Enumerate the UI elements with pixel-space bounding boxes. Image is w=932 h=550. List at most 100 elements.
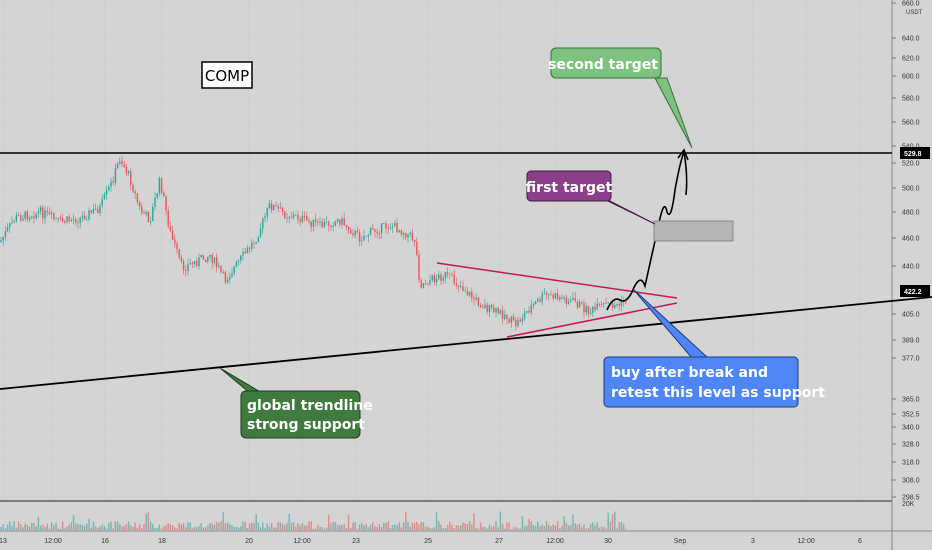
volume-bar	[600, 526, 603, 530]
candle-body	[528, 311, 530, 313]
volume-bar	[246, 528, 249, 530]
arrowhead	[677, 148, 689, 161]
candle-body	[611, 303, 614, 308]
candle-body	[108, 186, 110, 190]
candle-body	[407, 234, 409, 238]
candle-body	[341, 218, 343, 225]
volume-bar	[585, 528, 587, 530]
candle-body	[246, 247, 249, 254]
candle-body	[147, 212, 150, 223]
candle-body	[484, 304, 486, 308]
volume-bar	[332, 521, 334, 530]
volume-bar	[295, 526, 297, 530]
candle-body	[451, 274, 453, 276]
volume-bar	[383, 522, 385, 530]
candle-body	[534, 301, 537, 305]
candle-body	[226, 279, 229, 283]
volume-bar	[510, 528, 513, 530]
volume-bar	[378, 524, 381, 530]
candle-body	[530, 305, 532, 313]
candle-body	[350, 229, 352, 234]
volume-bar	[180, 524, 183, 530]
candle-body	[2, 236, 4, 241]
candle-body	[295, 214, 297, 216]
candle-body	[116, 163, 119, 169]
candle-body	[515, 320, 517, 327]
candle-body	[154, 197, 156, 207]
volume-bar	[376, 526, 378, 530]
candle-body	[572, 297, 574, 300]
volume-bar	[405, 511, 407, 530]
candle-body	[365, 235, 367, 237]
volume-bar	[389, 527, 392, 530]
volume-bar	[15, 527, 18, 530]
candle-body	[583, 303, 585, 313]
volume-bar	[248, 523, 251, 530]
volume-bar	[556, 521, 559, 530]
volume-bar	[438, 521, 440, 530]
volume-bar	[77, 523, 79, 530]
candle-body	[460, 286, 462, 288]
volume-bar	[457, 525, 460, 530]
candle-body	[512, 316, 515, 321]
candle-body	[567, 301, 570, 305]
candle-body	[180, 257, 183, 262]
candle-body	[312, 219, 315, 227]
candle-body	[442, 278, 444, 281]
candle-body	[592, 306, 594, 313]
candle-body	[391, 226, 394, 228]
volume-bar	[479, 522, 482, 530]
volume-bar	[380, 527, 383, 530]
volume-bar	[174, 527, 176, 530]
candle-body	[607, 302, 609, 304]
volume-bar	[53, 525, 55, 530]
candle-body	[251, 242, 253, 249]
volume-bar	[167, 523, 169, 530]
volume-bar	[266, 523, 268, 530]
volume-bar	[552, 524, 554, 530]
candle-body	[176, 243, 178, 250]
volume-bar	[141, 528, 143, 530]
candle-body	[339, 219, 341, 225]
volume-bar	[618, 522, 620, 530]
candle-body	[532, 304, 535, 306]
volume-bar	[532, 524, 535, 530]
candle-body	[9, 223, 11, 228]
volume-bar	[413, 522, 416, 530]
volume-bar	[209, 523, 211, 530]
price-tick-label: 377.0	[902, 356, 920, 363]
volume-bar	[229, 524, 231, 530]
volume-bar	[508, 522, 510, 530]
candle-body	[4, 231, 7, 237]
candle-body	[506, 314, 508, 319]
volume-bar	[163, 526, 165, 530]
candle-body	[356, 230, 359, 233]
price-tick-label: 500.0	[902, 186, 920, 193]
volume-bar	[268, 526, 271, 530]
volume-bar	[446, 525, 449, 530]
price-tag	[900, 285, 930, 297]
candle-body	[563, 297, 565, 299]
volume-bar	[517, 528, 519, 530]
volume-bar	[310, 521, 312, 530]
volume-bar	[594, 525, 596, 530]
candle-body	[53, 213, 55, 219]
candle-body	[39, 207, 42, 212]
candle-body	[303, 215, 306, 217]
volume-bar	[132, 527, 134, 530]
candle-body	[473, 297, 475, 300]
candle-body	[290, 217, 293, 219]
volume-bar	[460, 525, 462, 530]
candle-body	[26, 211, 29, 220]
volume-bar	[59, 528, 62, 530]
volume-bar	[471, 524, 473, 530]
candle-body	[299, 219, 301, 222]
candle-body	[383, 223, 385, 224]
candle-body	[15, 214, 18, 221]
volume-bar	[299, 525, 301, 530]
volume-bar	[79, 524, 81, 530]
volume-bar	[275, 527, 277, 530]
candle-body	[416, 241, 418, 256]
candle-body	[317, 222, 319, 224]
volume-bar	[539, 526, 541, 530]
